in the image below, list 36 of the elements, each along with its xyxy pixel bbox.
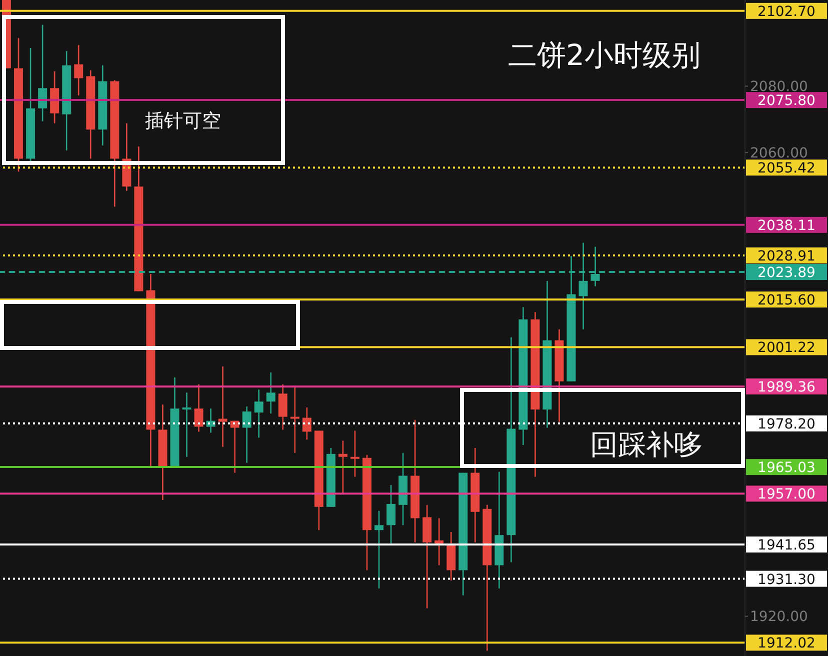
ref-line-label: 2001.22 [758,340,816,356]
candlestick [74,44,84,96]
ref-line-label: 2038.11 [758,218,816,234]
candlestick [266,372,276,414]
ref-line-label: 2028.91 [758,248,816,264]
ref-line-label: 1957.00 [758,486,816,503]
candlestick [194,384,204,432]
annotation: 插针可空 [145,109,221,134]
candlestick [254,388,264,438]
ref-line-label: 1912.02 [758,636,816,652]
ref-line-label: 1931.30 [758,572,816,588]
candlestick [38,24,48,122]
ref-line-label: 2023.89 [758,265,816,282]
candlestick [374,510,384,590]
candlestick [338,440,348,494]
ref-line-label: 2102.70 [758,4,816,20]
y-tick-label: 2060.00 [750,145,808,162]
ref-line-label: 1978.20 [758,416,816,432]
annotation: 回踩补哆 [590,427,702,463]
candlestick [350,430,360,478]
candlestick [290,386,300,454]
candlestick [182,392,192,458]
candlestick [302,406,312,440]
ref-line-label: 2055.42 [758,160,816,177]
ref-line-label: 1989.36 [758,379,816,396]
ref-line-label: 2075.80 [758,93,816,110]
candlestick [218,366,228,448]
candlestick [386,484,396,546]
ref-line-label: 1941.65 [758,538,816,554]
text: 二饼2小时级别 [508,37,700,74]
y-tick-label: 1920.00 [750,609,808,626]
candlestick [242,406,252,464]
ref-line-label: 2015.60 [758,292,816,309]
candlestick [278,384,288,430]
ref-line-label: 1965.03 [758,460,816,476]
y-tick-label: 2080.00 [750,79,808,96]
